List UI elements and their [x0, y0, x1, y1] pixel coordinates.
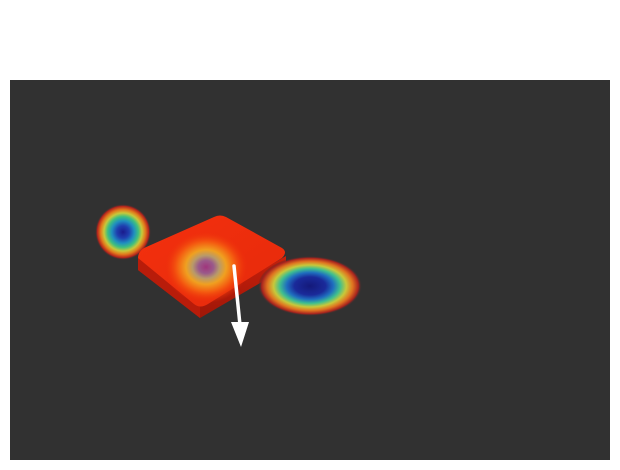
- slab-hotspot: [164, 231, 248, 303]
- scene-canvas: [95, 204, 362, 347]
- small-heat-blob[interactable]: [95, 204, 151, 260]
- direction-arrow[interactable]: [231, 264, 249, 347]
- red-slab[interactable]: [138, 215, 286, 319]
- 3d-viewport[interactable]: [10, 80, 610, 460]
- elliptical-heat-blob[interactable]: [258, 256, 362, 316]
